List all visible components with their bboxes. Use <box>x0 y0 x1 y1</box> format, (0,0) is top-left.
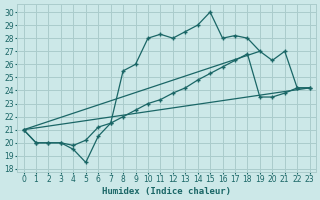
X-axis label: Humidex (Indice chaleur): Humidex (Indice chaleur) <box>102 187 231 196</box>
